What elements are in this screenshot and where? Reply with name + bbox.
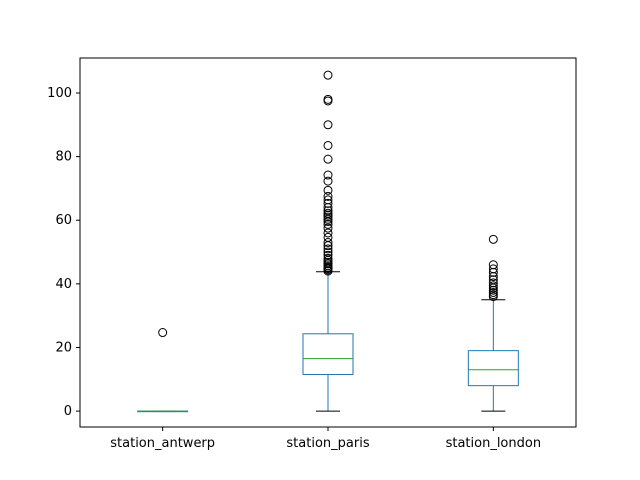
x-tick-label: station_london	[446, 436, 542, 451]
outlier-point	[323, 214, 333, 224]
outlier-point	[323, 232, 333, 242]
outlier-point	[488, 264, 498, 274]
outlier-point	[323, 154, 333, 164]
outlier-point	[323, 208, 333, 218]
outlier-point	[323, 185, 333, 195]
outlier-point	[323, 170, 333, 180]
outlier-point	[323, 140, 333, 150]
outlier-point	[323, 70, 333, 80]
box-group-station_paris	[302, 70, 354, 412]
outlier-point	[323, 219, 333, 229]
y-tick-label: 100	[47, 86, 72, 101]
outlier-point	[323, 223, 333, 233]
y-tick-label: 80	[55, 150, 72, 165]
outlier-point	[488, 278, 498, 288]
outlier-point	[323, 206, 333, 216]
outlier-point	[488, 234, 498, 244]
outlier-point	[323, 191, 333, 201]
iqr-box	[467, 350, 519, 387]
y-tick-label: 0	[64, 404, 72, 419]
y-tick-label: 40	[55, 277, 72, 292]
outlier-point	[488, 287, 498, 297]
outlier-point	[323, 247, 333, 257]
x-tick-label: station_antwerp	[110, 436, 215, 451]
outlier-point	[323, 195, 333, 205]
outlier-point	[158, 328, 168, 338]
outlier-point	[488, 285, 498, 295]
outlier-point	[488, 260, 498, 270]
axes-frame	[79, 57, 577, 428]
iqr-box	[302, 333, 354, 376]
outlier-point	[488, 275, 498, 285]
box-group-station_london	[467, 234, 519, 412]
outlier-point	[323, 120, 333, 130]
outlier-point	[323, 250, 333, 260]
y-tick-label: 20	[55, 340, 72, 355]
outlier-point	[323, 244, 333, 254]
box-group-station_antwerp	[137, 328, 189, 413]
y-tick-label: 60	[55, 213, 72, 228]
outlier-point	[488, 290, 498, 300]
plot-area	[80, 58, 576, 427]
outlier-point	[323, 176, 333, 186]
outlier-point	[323, 228, 333, 238]
x-tick-label: station_paris	[286, 436, 369, 451]
outlier-point	[323, 253, 333, 263]
outlier-point	[488, 281, 498, 291]
outlier-point	[323, 198, 333, 208]
outlier-point	[323, 238, 333, 247]
outlier-point	[323, 94, 333, 104]
